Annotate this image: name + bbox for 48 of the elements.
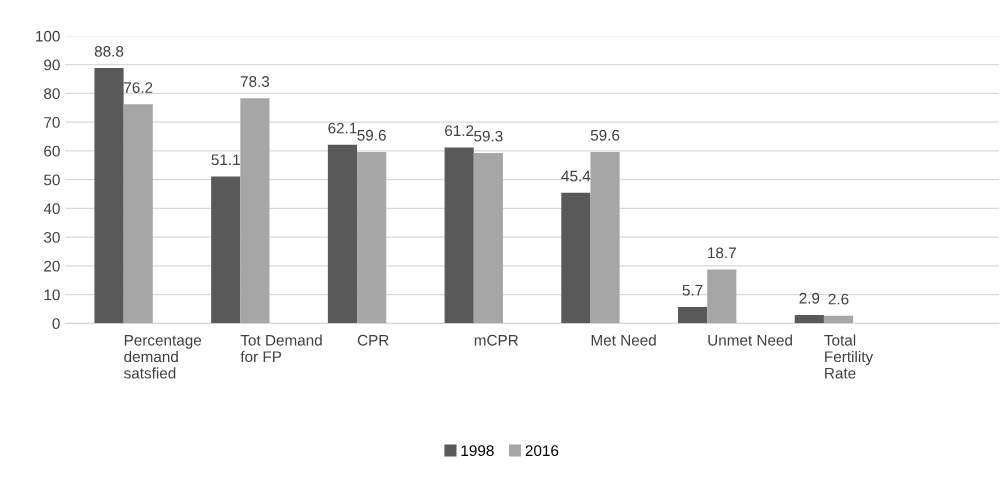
legend-label: 1998: [461, 445, 494, 457]
bar: [561, 192, 591, 324]
data-label: 62.1: [328, 122, 357, 134]
bar: [590, 152, 620, 324]
bar: [357, 152, 387, 324]
y-tick-label: 20: [44, 260, 60, 272]
y-tick-label: 10: [44, 289, 60, 301]
x-tick-label: Unmet Need: [708, 334, 792, 346]
data-label: 18.7: [708, 247, 736, 259]
y-tick-label: 0: [52, 318, 60, 330]
bar: [707, 269, 737, 324]
bar: [823, 315, 854, 324]
data-label: 59.3: [474, 130, 503, 142]
bar: [327, 144, 358, 324]
data-label: 61.2: [445, 125, 474, 137]
y-tick-label: 80: [44, 88, 60, 100]
data-label: 2.6: [828, 293, 849, 305]
data-label: 5.7: [682, 284, 703, 296]
bar: [211, 176, 241, 324]
x-tick-label: Met Need: [591, 334, 656, 346]
data-label: 78.3: [240, 76, 270, 87]
x-tick-label: Total Fertility Rate: [824, 334, 874, 379]
bar: [678, 306, 708, 324]
y-tick-label: 50: [44, 174, 60, 186]
bar: [473, 152, 503, 324]
y-tick-label: 70: [44, 117, 60, 128]
data-label: 88.8: [94, 45, 124, 57]
y-tick-label: 40: [43, 203, 60, 215]
legend-label: 2016: [525, 445, 559, 457]
bar: [444, 147, 474, 324]
bar: [794, 314, 824, 324]
bar: [94, 68, 124, 324]
x-tick-label: Percentage demand satsfied: [124, 335, 202, 379]
data-label: 59.6: [357, 129, 386, 141]
bar: [123, 104, 153, 324]
x-tick-label: Tot Demand for FP: [240, 334, 322, 363]
data-label: 45.4: [561, 170, 591, 182]
y-tick-label: 60: [44, 145, 60, 157]
y-tick-label: 90: [44, 59, 60, 71]
data-label: 76.2: [124, 82, 153, 93]
data-label: 59.6: [590, 129, 620, 141]
bar: [240, 98, 270, 324]
data-label: 51.1: [211, 154, 240, 166]
x-tick-label: CPR: [357, 334, 389, 346]
y-tick-label: 30: [43, 231, 60, 243]
y-tick-label: 100: [36, 30, 60, 42]
x-tick-label: mCPR: [474, 334, 519, 346]
data-label: 2.9: [799, 292, 820, 304]
